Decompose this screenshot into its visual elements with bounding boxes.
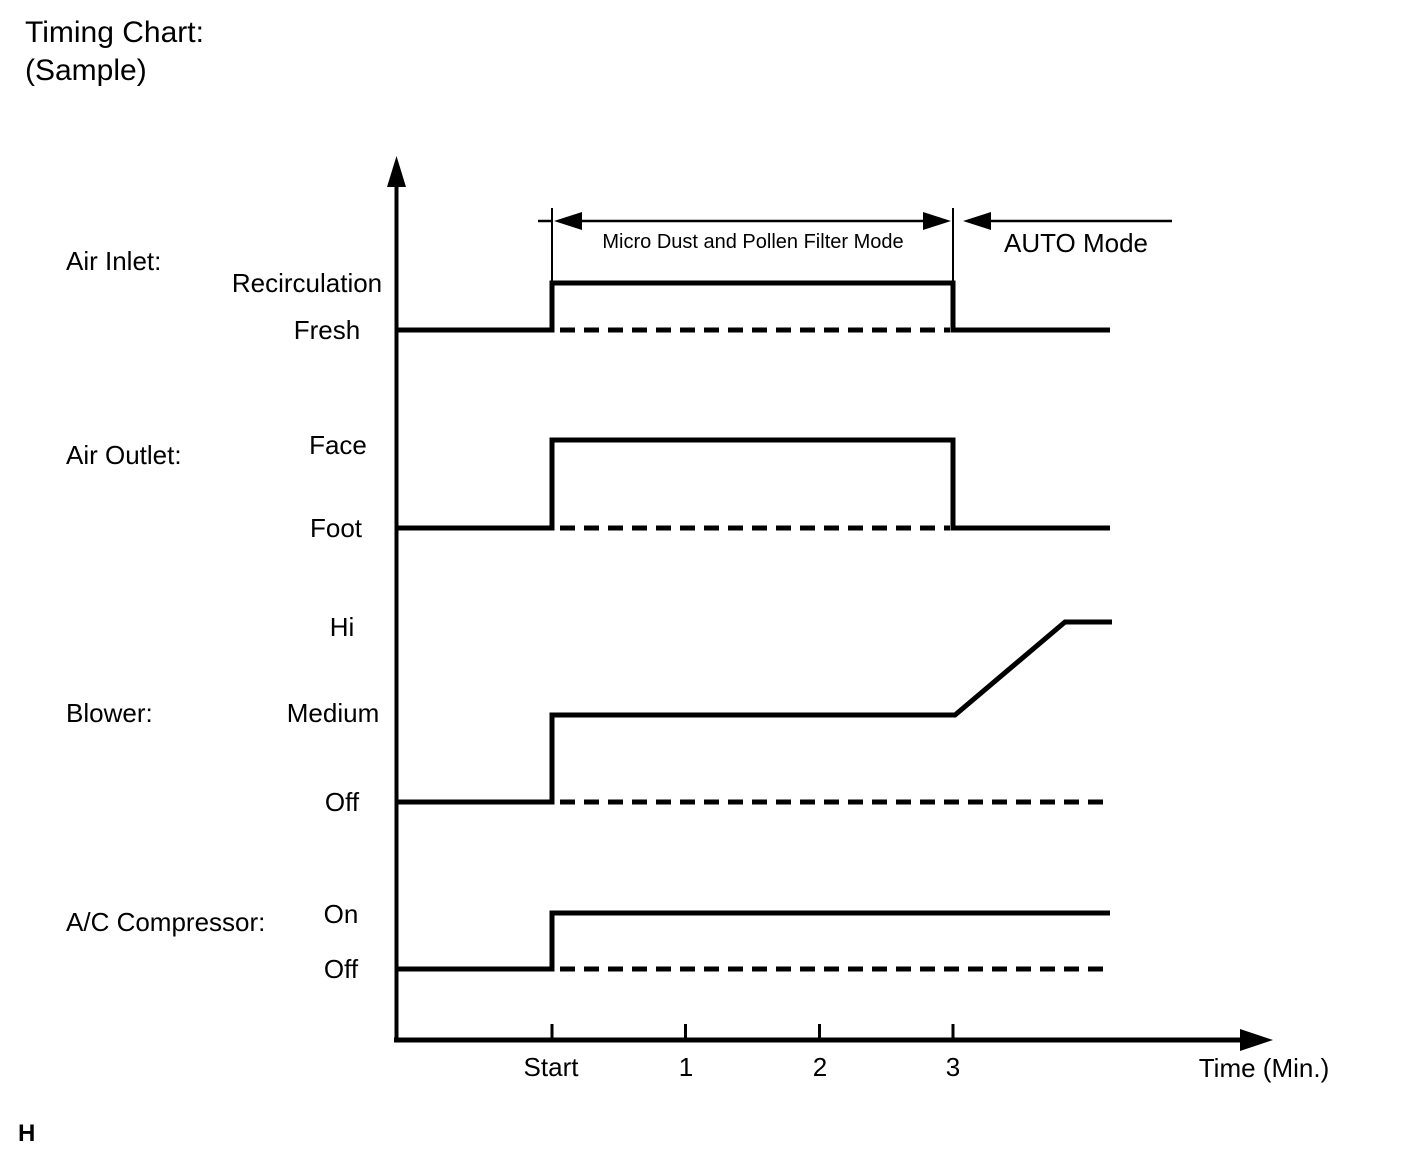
- blower-level-off: Off: [324, 787, 360, 817]
- filter-mode-arrowhead-left: [554, 212, 582, 230]
- y-axis-arrowhead: [387, 156, 406, 187]
- air-outlet-level-face: Face: [309, 430, 367, 460]
- ac-compressor-level-on: On: [323, 899, 359, 929]
- blower-section-label: Blower:: [66, 698, 153, 728]
- air-outlet-waveform: [396, 437, 1110, 531]
- page-title-line2: (Sample): [25, 54, 147, 87]
- x-axis-arrowhead: [1240, 1029, 1273, 1051]
- filter-mode-label: Micro Dust and Pollen Filter Mode: [602, 231, 904, 253]
- ac-compressor-level-off: Off: [323, 954, 359, 984]
- x-axis-title: Time (Min.): [1198, 1053, 1330, 1083]
- air-inlet-section-label: Air Inlet:: [66, 246, 162, 276]
- x-label-3: 3: [945, 1052, 961, 1082]
- blower-waveform: [396, 619, 1112, 805]
- footer-mark: H: [18, 1120, 36, 1147]
- air-inlet-waveform: [396, 280, 1110, 333]
- auto-mode-label: AUTO Mode: [1003, 228, 1149, 258]
- ac-compressor-section-label: A/C Compressor:: [66, 907, 266, 937]
- x-label-2: 2: [812, 1052, 828, 1082]
- air-outlet-level-foot: Foot: [309, 513, 363, 543]
- x-label-start: Start: [523, 1052, 579, 1082]
- x-label-1: 1: [678, 1052, 694, 1082]
- filter-mode-arrowhead-right: [923, 212, 951, 230]
- page-title: Timing Chart: (Sample): [25, 14, 204, 90]
- blower-level-medium: Medium: [286, 698, 380, 728]
- ac-compressor-waveform: [396, 910, 1110, 972]
- blower-level-hi: Hi: [329, 612, 355, 642]
- page-title-line1: Timing Chart:: [25, 16, 204, 49]
- air-inlet-level-recirculation: Recirculation: [231, 268, 383, 298]
- air-outlet-section-label: Air Outlet:: [66, 440, 182, 470]
- air-inlet-level-fresh: Fresh: [293, 315, 361, 345]
- auto-mode-arrowhead: [963, 212, 991, 230]
